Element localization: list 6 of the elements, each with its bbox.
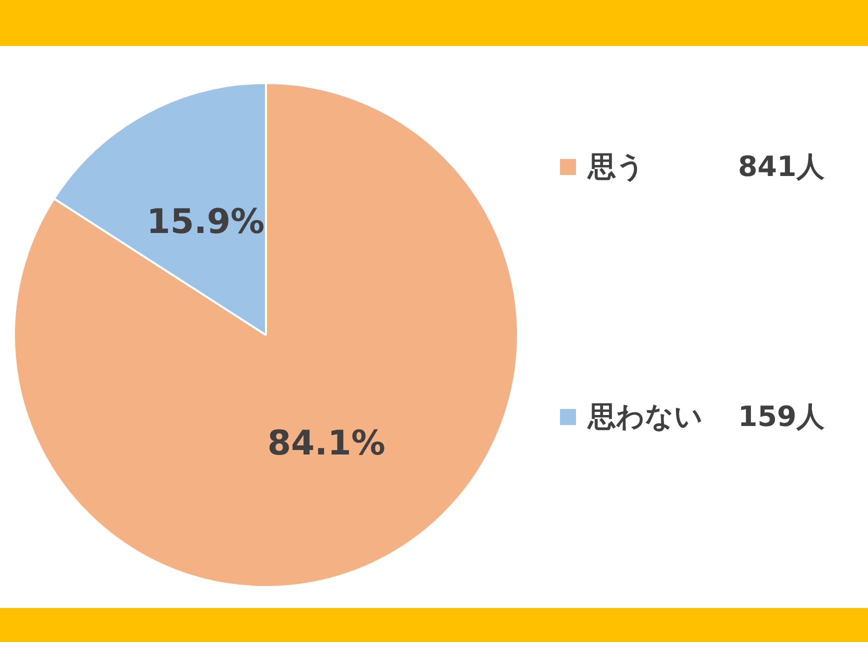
data-label: 84.1%	[267, 423, 386, 464]
text: 841人	[738, 149, 824, 185]
legend-label: 思う	[588, 149, 646, 185]
legend-label: 思わない	[588, 399, 704, 435]
data-label: 15.9%	[146, 202, 265, 242]
text: 159人	[738, 399, 824, 435]
